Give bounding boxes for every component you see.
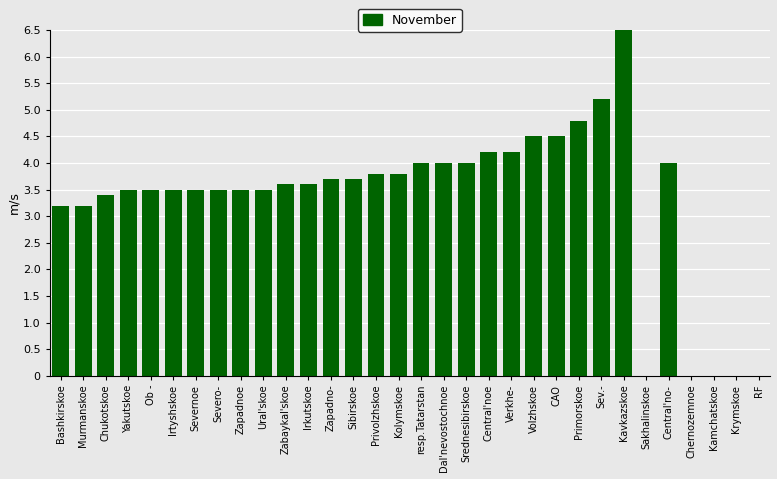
Bar <box>570 121 587 376</box>
Bar <box>660 163 678 376</box>
Bar <box>300 184 317 376</box>
Bar <box>277 184 294 376</box>
Bar <box>368 174 385 376</box>
Bar <box>142 190 159 376</box>
Bar <box>255 190 272 376</box>
Bar <box>593 99 610 376</box>
Bar <box>615 30 632 376</box>
Bar <box>232 190 249 376</box>
Bar <box>165 190 182 376</box>
Bar <box>503 152 520 376</box>
Y-axis label: m/s: m/s <box>7 192 20 215</box>
Bar <box>525 137 542 376</box>
Bar <box>97 195 114 376</box>
Bar <box>120 190 137 376</box>
Legend: November: November <box>358 9 462 32</box>
Bar <box>345 179 362 376</box>
Bar <box>75 205 92 376</box>
Bar <box>187 190 204 376</box>
Bar <box>413 163 430 376</box>
Bar <box>548 137 565 376</box>
Bar <box>210 190 227 376</box>
Bar <box>52 205 69 376</box>
Bar <box>480 152 497 376</box>
Bar <box>458 163 475 376</box>
Bar <box>322 179 340 376</box>
Bar <box>390 174 407 376</box>
Bar <box>435 163 452 376</box>
